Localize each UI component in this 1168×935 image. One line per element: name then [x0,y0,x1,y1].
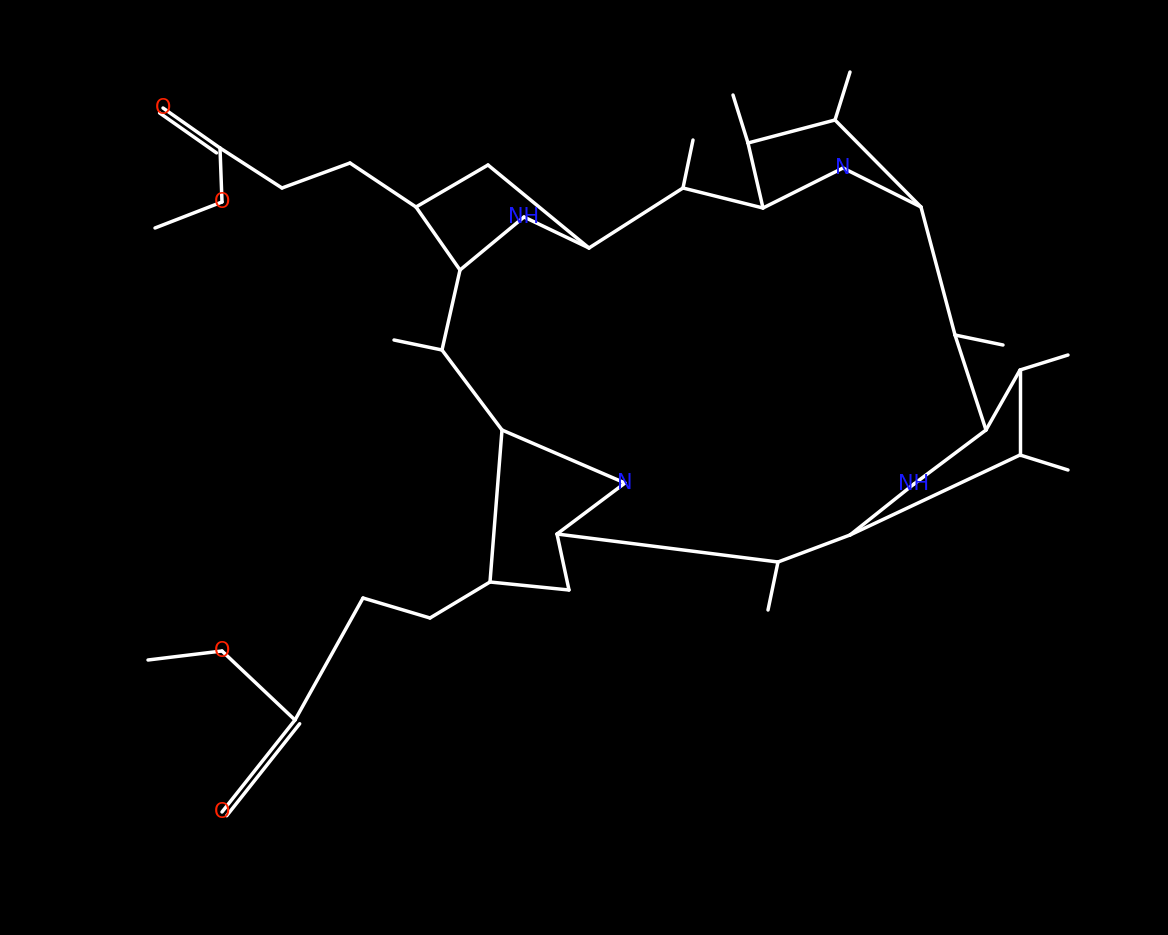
Text: NH: NH [898,474,930,494]
Text: O: O [155,98,172,118]
Text: NH: NH [508,207,540,227]
Text: O: O [214,192,230,212]
Text: O: O [214,641,230,661]
Text: N: N [835,158,850,178]
Text: N: N [617,473,633,493]
Text: O: O [214,802,230,822]
